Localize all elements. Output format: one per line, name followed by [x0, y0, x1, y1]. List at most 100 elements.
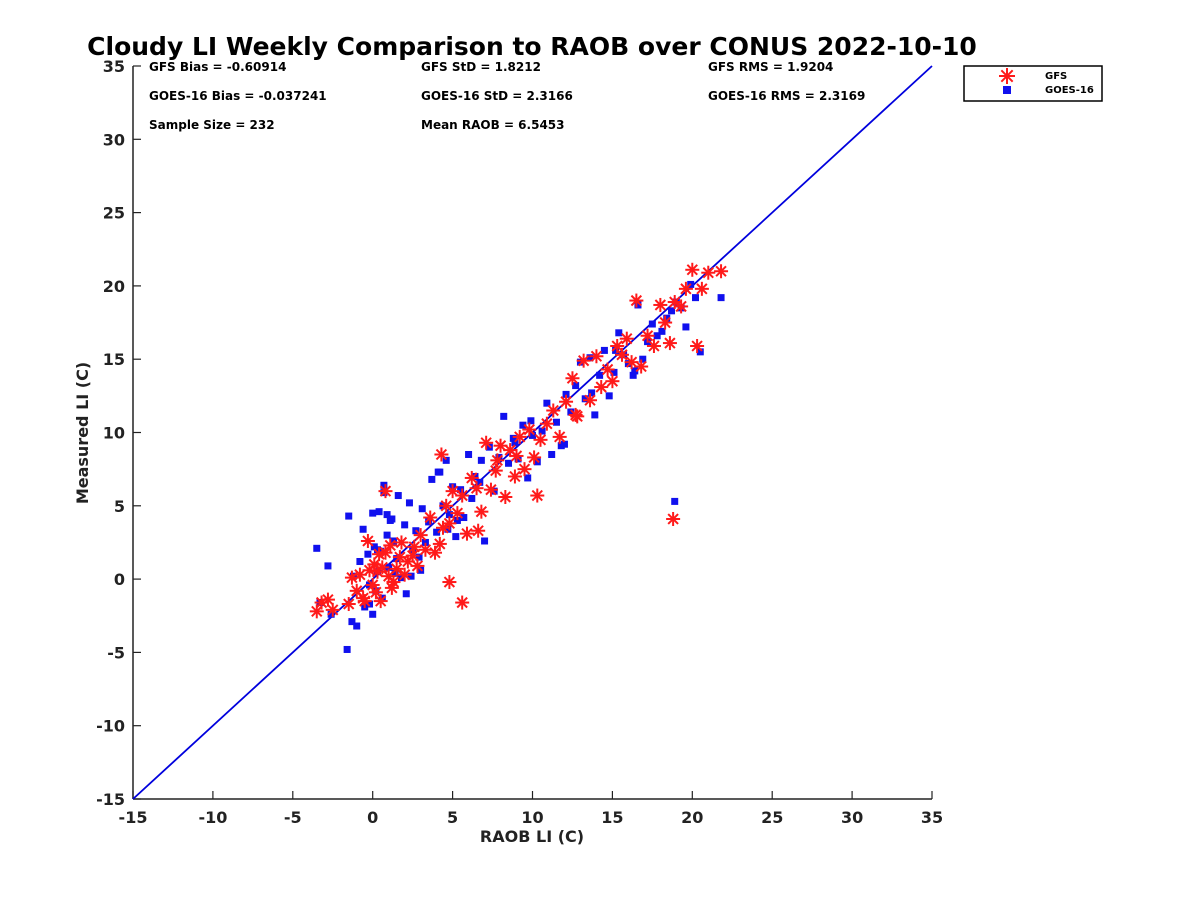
gfs-point	[559, 394, 574, 409]
y-tick-label: 35	[103, 57, 125, 76]
gfs-point	[701, 265, 716, 280]
goes16-point	[605, 392, 613, 400]
gfs-point	[522, 422, 537, 437]
stat-text: GFS Bias = -0.60914	[149, 60, 286, 74]
plot-axes: -15 -10 -5 0 5 10 15 20 25 30 35 -15 -10 -5 0 5 10 15 20 25…	[96, 57, 943, 827]
goes16-point	[415, 553, 423, 561]
goes16-point	[668, 307, 676, 315]
goes16-point	[425, 518, 433, 526]
goes16-point	[369, 610, 377, 618]
goes16-point	[471, 472, 479, 480]
goes16-point	[631, 367, 639, 375]
gfs-point	[662, 336, 677, 351]
gfs-point	[474, 504, 489, 519]
goes16-point	[380, 481, 388, 489]
gfs-point	[434, 447, 449, 462]
gfs-point	[600, 362, 615, 377]
x-tick-label: 30	[841, 808, 863, 827]
goes16-point	[671, 497, 679, 505]
gfs-point	[658, 315, 673, 330]
stat-text: Mean RAOB = 6.5453	[421, 118, 565, 132]
gfs-point	[583, 393, 598, 408]
goes16-point	[393, 555, 401, 563]
gfs-point	[392, 550, 407, 565]
gfs-point	[383, 538, 398, 553]
goes16-point	[596, 371, 604, 379]
x-tick-label: -10	[198, 808, 227, 827]
gfs-point	[360, 533, 375, 548]
gfs-point	[394, 535, 409, 550]
goes16-point	[696, 348, 704, 356]
gfs-point	[442, 575, 457, 590]
goes16-point	[538, 427, 546, 435]
goes16-point	[453, 516, 461, 524]
gfs-point	[442, 516, 457, 531]
gfs-point	[439, 498, 454, 513]
gfs-point	[432, 536, 447, 551]
goes16-point	[465, 450, 473, 458]
gfs-point	[565, 371, 580, 386]
gfs-point	[546, 403, 561, 418]
goes16-point	[343, 645, 351, 653]
goes16-point	[359, 525, 367, 533]
goes16-point	[717, 294, 725, 302]
goes16-point	[524, 474, 532, 482]
goes16-point	[445, 511, 453, 519]
gfs-point	[589, 349, 604, 364]
gfs-point	[325, 602, 340, 617]
gfs-point	[507, 469, 522, 484]
goes16-point	[366, 600, 374, 608]
gfs-point	[685, 262, 700, 277]
goes16-point	[490, 487, 498, 495]
y-axis-label: Measured LI (C)	[73, 362, 92, 504]
goes16-point	[391, 569, 399, 577]
gfs-point	[530, 488, 545, 503]
gfs-point	[539, 416, 554, 431]
goes16-point	[457, 486, 465, 494]
gfs-point	[469, 481, 484, 496]
gfs-point	[320, 592, 335, 607]
y-tick-label: 15	[103, 350, 125, 369]
goes16-point	[691, 294, 699, 302]
goes16-point	[373, 546, 381, 554]
goes16-point	[369, 509, 377, 517]
gfs-point	[552, 429, 567, 444]
gfs-point	[375, 560, 390, 575]
goes16-point	[434, 468, 442, 476]
x-tick-label: 0	[367, 808, 378, 827]
gfs-point	[436, 520, 451, 535]
goes16-point	[519, 421, 527, 429]
y-tick-label: 5	[114, 497, 125, 516]
gfs-point	[407, 539, 422, 554]
goes16-point	[560, 440, 568, 448]
goes16-point	[682, 323, 690, 331]
goes16-point	[405, 499, 413, 507]
goes16-point	[476, 478, 484, 486]
gfs-point	[372, 547, 387, 562]
goes16-point	[481, 537, 489, 545]
gfs-point	[678, 281, 693, 296]
goes16-point	[421, 538, 429, 546]
goes16-point	[386, 516, 394, 524]
goes16-point	[567, 408, 575, 416]
gfs-point	[423, 510, 438, 525]
goes16-point	[345, 512, 353, 520]
legend-goes16-marker	[1003, 86, 1011, 94]
legend-box	[963, 65, 1103, 102]
gfs-point	[389, 561, 404, 576]
goes16-point	[548, 450, 556, 458]
gfs-point	[614, 347, 629, 362]
y-tick-label: -15	[96, 790, 125, 809]
goes16-point	[527, 417, 535, 425]
y-tick-label: 25	[103, 204, 125, 223]
goes16-point	[581, 395, 589, 403]
gfs-point	[640, 328, 655, 343]
gfs-point	[384, 580, 399, 595]
gfs-point	[568, 407, 583, 422]
goes16-point	[460, 514, 468, 522]
goes16-point	[663, 314, 671, 322]
goes16-point	[383, 531, 391, 539]
goes16-point	[576, 358, 584, 366]
